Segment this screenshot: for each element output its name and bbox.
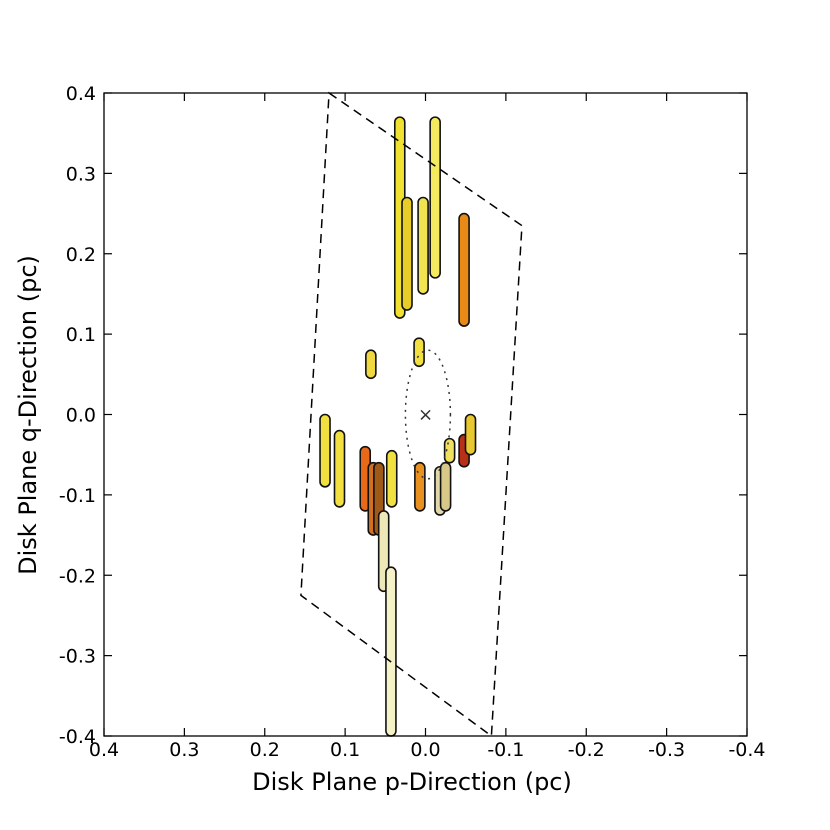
feature-18 <box>443 437 456 464</box>
feature-20 <box>464 413 477 456</box>
x-tick-label: -0.2 <box>568 739 605 761</box>
feature-14 <box>385 566 397 737</box>
y-axis-label: Disk Plane q-Direction (pc) <box>14 255 42 575</box>
feature-6 <box>413 337 425 368</box>
feature-2 <box>417 196 429 295</box>
features-layer <box>319 116 477 737</box>
x-tick-label: 0.2 <box>250 739 280 761</box>
dashed-outline <box>300 91 523 738</box>
y-tick-label: -0.2 <box>59 565 96 587</box>
feature-1 <box>401 196 413 311</box>
x-tick-label: 0.0 <box>410 739 440 761</box>
feature-15 <box>414 461 426 512</box>
x-tick-label: -0.4 <box>728 739 765 761</box>
x-tick-label: 0.3 <box>169 739 199 761</box>
y-tick-label: 0.1 <box>66 324 96 346</box>
dotted-ellipse <box>404 349 452 480</box>
x-tick-label: -0.3 <box>648 739 685 761</box>
y-tick-label: 0.4 <box>66 83 96 105</box>
feature-3 <box>429 116 441 279</box>
feature-13 <box>385 449 398 508</box>
overlay-layer: × <box>300 91 523 738</box>
y-tick-label: -0.4 <box>59 726 96 748</box>
x-axis-label: Disk Plane p-Direction (pc) <box>252 768 572 796</box>
feature-4 <box>458 212 470 327</box>
y-tick-label: -0.3 <box>59 646 96 668</box>
x-tick-label: -0.1 <box>487 739 524 761</box>
ticks-layer: 0.4 0.3 0.2 0.1 0.0 -0.1 -0.2 -0.3 -0.40.40.30.2… <box>59 83 766 761</box>
center-marker: × <box>418 405 433 426</box>
feature-8 <box>333 429 346 508</box>
x-tick-label: 0.4 <box>89 739 119 761</box>
feature-17 <box>439 461 452 512</box>
feature-5 <box>365 349 377 380</box>
feature-7 <box>319 413 331 488</box>
y-tick-label: -0.1 <box>59 485 96 507</box>
y-tick-label: 0.0 <box>66 405 96 427</box>
y-tick-label: 0.3 <box>66 163 96 185</box>
x-tick-label: 0.1 <box>330 739 360 761</box>
y-tick-label: 0.2 <box>66 244 96 266</box>
